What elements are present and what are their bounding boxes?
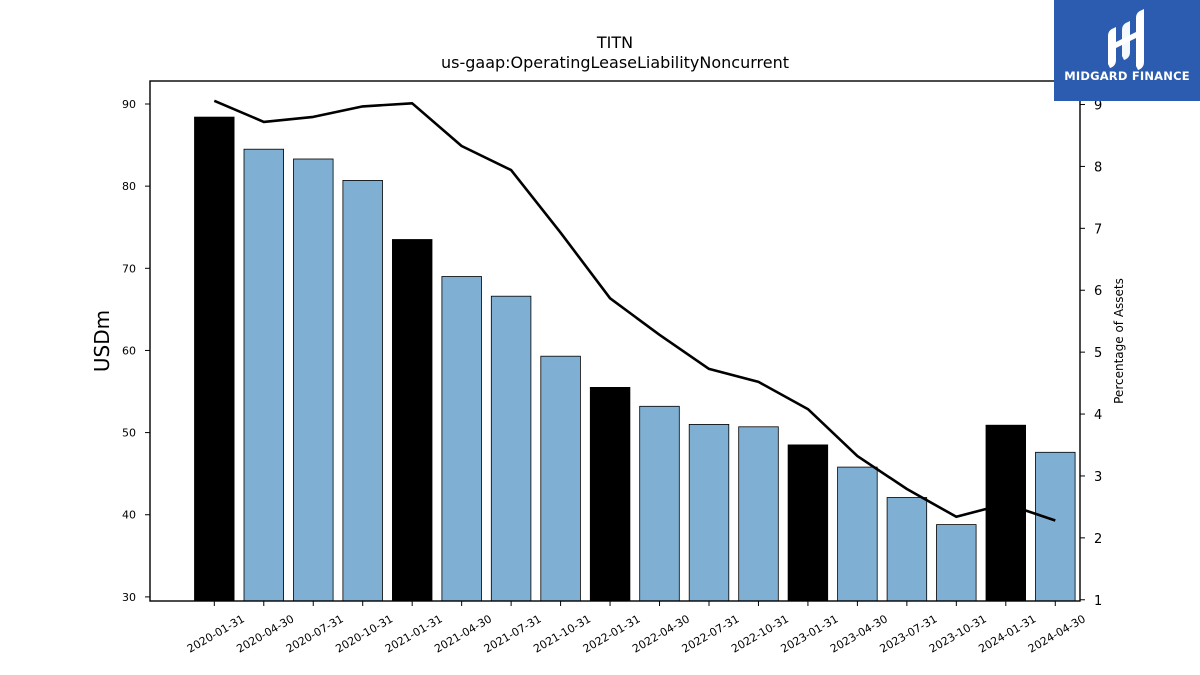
bar-2022-01-31 — [589, 386, 631, 602]
logo-mark-icon — [1108, 9, 1144, 70]
bar-2021-04-30 — [441, 276, 482, 602]
y2-tick-label-8: 8 — [1094, 160, 1102, 175]
bar-2022-10-31 — [738, 426, 779, 602]
bar-2020-10-31 — [342, 179, 383, 602]
chart-title: TITN — [596, 33, 633, 52]
y-tick-label-80: 80 — [122, 180, 136, 193]
line-layer — [213, 99, 1056, 522]
bar-2023-04-30 — [837, 466, 878, 602]
y-tick-label-30: 30 — [122, 591, 136, 604]
bar-2021-07-31 — [490, 295, 532, 602]
bar-2024-01-31 — [985, 424, 1026, 602]
bar-2023-07-31 — [886, 497, 928, 602]
bar-2021-01-31 — [391, 239, 433, 602]
bar-2020-04-30 — [243, 148, 284, 602]
logo-text: MIDGARD FINANCE — [1064, 69, 1190, 83]
y2-tick-label-7: 7 — [1094, 222, 1102, 237]
y-tick-label-70: 70 — [122, 262, 136, 275]
logo: MIDGARD FINANCE — [1054, 0, 1200, 101]
y2-tick-label-1: 1 — [1094, 594, 1102, 609]
y2-axis-label: Percentage of Assets — [1112, 278, 1126, 404]
pct-assets-line — [213, 99, 1056, 522]
y2-tick-label-2: 2 — [1094, 532, 1102, 547]
bar-2022-04-30 — [639, 405, 680, 602]
bar-2024-04-30 — [1035, 451, 1076, 602]
bar-2023-10-31 — [936, 524, 977, 602]
y-axis-label: USDm — [90, 310, 114, 372]
plot-frame — [149, 80, 1081, 602]
y-tick-label-40: 40 — [122, 509, 136, 522]
bar-2023-01-31 — [787, 444, 829, 602]
y2-tick-label-5: 5 — [1094, 346, 1102, 361]
bar-2021-10-31 — [540, 355, 581, 602]
bars — [194, 116, 1076, 602]
chart-subtitle: us-gaap:OperatingLeaseLiabilityNoncurren… — [441, 53, 789, 72]
y2-tick-label-9: 9 — [1094, 99, 1102, 114]
bar-2020-07-31 — [293, 158, 334, 602]
bar-2020-01-31 — [194, 116, 235, 602]
bar-2022-07-31 — [688, 423, 730, 602]
y2-tick-label-3: 3 — [1094, 470, 1102, 485]
y2-tick-label-4: 4 — [1094, 408, 1102, 423]
y2-tick-label-6: 6 — [1094, 284, 1102, 299]
y-tick-label-60: 60 — [122, 344, 136, 357]
y-tick-label-90: 90 — [122, 98, 136, 111]
y-tick-label-50: 50 — [122, 427, 136, 440]
